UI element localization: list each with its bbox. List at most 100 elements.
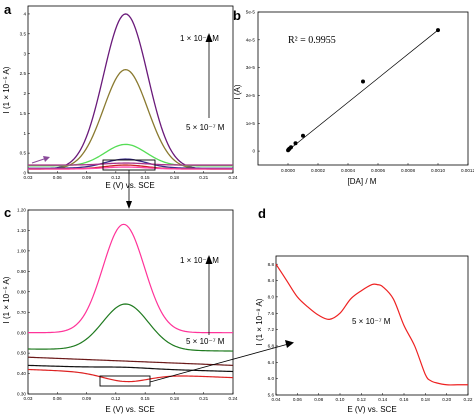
panel-a-annot-top: 1 × 10⁻⁵ M <box>180 34 219 43</box>
panel-b-ytick-label: 5e-5 <box>246 10 256 15</box>
panel-a-series-6 <box>28 162 233 166</box>
panel-d-xtick-label: 0.22 <box>464 397 473 402</box>
panel-a-xtick-label: 0.09 <box>82 175 91 180</box>
panel-c-ytick-label: 1.00 <box>17 248 26 253</box>
panel-c-series-3 <box>27 364 234 373</box>
panel-c-xtick-label: 0.06 <box>53 396 62 401</box>
panel-b-xtick-label: 0.0008 <box>401 168 415 173</box>
panel-d-ytick-label: 5.6 <box>268 393 275 398</box>
panel-b-xtick-label: 0.0002 <box>311 168 325 173</box>
panel-a-xtick-label: 0.24 <box>229 175 238 180</box>
panel-a-xtick-label: 0.15 <box>141 175 150 180</box>
panel-d-ytick-label: 6.0 <box>268 376 275 381</box>
panel-b-point-5 <box>301 133 305 138</box>
panel-b-xtick-label: 0.0004 <box>341 168 355 173</box>
panel-b-frame <box>257 11 469 166</box>
panel-d-xtick-label: 0.14 <box>378 397 387 402</box>
panel-c-ylabel: I (1 × 10⁻⁵ A) <box>2 276 11 323</box>
panel-b-xtick-label: 0.0000 <box>281 168 295 173</box>
panel-c-series-4 <box>27 368 234 383</box>
panel-c-xtick-label: 0.21 <box>199 396 208 401</box>
panel-b-r2: R² = 0.9955 <box>288 35 336 46</box>
panel-b-point-3 <box>289 145 293 150</box>
panel-c-xtick-label: 0.03 <box>24 396 33 401</box>
panel-b-ytick-label: 4e-5 <box>246 37 256 42</box>
panel-d-xtick-label: 0.08 <box>314 397 323 402</box>
panel-b-point-7 <box>436 28 440 33</box>
panel-a-xtick-label: 0.12 <box>111 175 120 180</box>
panel-d-series-0 <box>275 263 468 386</box>
panel-c-ytick-label: 0.80 <box>17 289 26 294</box>
panel-b-ylabel: I (A) <box>233 84 242 99</box>
panel-d-ytick-label: 6.8 <box>268 344 275 349</box>
panel-d-xtick-label: 0.04 <box>272 397 281 402</box>
panel-c-annot-top: 1 × 10⁻⁵ M <box>180 256 219 265</box>
panel-a-series-1 <box>28 68 233 170</box>
panel-b-point-4 <box>293 141 298 146</box>
panel-letter-c: c <box>4 205 11 220</box>
panel-a-ytick-label: 3 <box>23 51 26 56</box>
panel-c-ytick-label: 0.40 <box>17 371 26 376</box>
panel-b-ytick-label: 0 <box>252 149 255 154</box>
panel-d-xtick-label: 0.12 <box>357 397 366 402</box>
panel-letter-b: b <box>233 8 241 23</box>
panel-a-ylabel: I (1 × 10⁻⁵ A) <box>2 66 11 113</box>
panel-a-ytick-label: 1.5 <box>20 111 27 116</box>
panel-d-annot: 5 × 10⁻⁷ M <box>352 317 391 326</box>
panel-c-ytick-label: 0.60 <box>17 330 26 335</box>
panel-a-xlabel: E (V) vs. SCE <box>105 181 154 190</box>
panel-d-ylabel: I (1 × 10⁻⁸ A) <box>255 298 264 345</box>
panel-d-xtick-label: 0.16 <box>400 397 409 402</box>
panel-d-xlabel: E (V) vs. SCE <box>347 405 396 414</box>
panel-b-ytick-label: 3e-5 <box>246 65 256 70</box>
panel-d-ytick-label: 8.0 <box>268 294 275 299</box>
panel-a-xtick-label: 0.03 <box>24 175 33 180</box>
panel-c-xtick-label: 0.09 <box>82 396 91 401</box>
panel-c-series-0 <box>28 223 233 334</box>
panel-a-ytick-label: 2.5 <box>20 71 27 76</box>
panel-c-pointer <box>149 342 293 383</box>
panel-b-xlabel: [DA] / M <box>348 177 377 186</box>
panel-d-ytick-label: 8.8 <box>268 262 275 267</box>
panel-a-annot-bottom: 5 × 10⁻⁷ M <box>186 123 225 132</box>
panel-d-ytick-label: 7.6 <box>268 311 275 316</box>
panel-d-frame <box>275 255 469 396</box>
panel-c-ytick-label: 0.70 <box>17 310 26 315</box>
panel-a-baseline-arrowhead <box>43 156 50 162</box>
panel-b: 0.0000 0.0002 0.0004 0.0006 0.0008 0.0010 0.00… <box>233 10 474 186</box>
panel-a-down-arrowhead <box>126 201 132 209</box>
panel-a-ytick-label: 0 <box>23 171 26 176</box>
panel-c-series-1 <box>27 303 234 352</box>
panel-c-annot-bottom: 5 × 10⁻⁷ M <box>186 337 225 346</box>
panel-a-ytick-label: 3.5 <box>20 31 27 36</box>
panel-d: 0.04 0.06 0.08 0.10 0.12 0.14 0.16 0.18 0.20 0.22… <box>255 255 473 414</box>
panel-a-ytick-label: 4 <box>23 12 26 17</box>
panel-d-ytick-label: 8.4 <box>268 278 275 283</box>
panel-letter-a: a <box>4 2 12 17</box>
panel-b-fit-line <box>287 29 439 151</box>
panel-c-xtick-label: 0.15 <box>141 396 150 401</box>
panel-b-xtick-label: 0.0012 <box>461 168 474 173</box>
panel-a-xtick-label: 0.06 <box>53 175 62 180</box>
panel-b-ytick-label: 1e-5 <box>246 121 256 126</box>
panel-c-ytick-label: 0.50 <box>17 351 26 356</box>
panel-d-ytick-label: 7.2 <box>268 327 275 332</box>
panel-d-xtick-label: 0.06 <box>293 397 302 402</box>
panel-c-xtick-label: 0.12 <box>111 396 120 401</box>
panel-a-arrowhead <box>205 33 213 42</box>
panel-c-frame <box>27 209 234 395</box>
panel-b-xtick-label: 0.0006 <box>371 168 385 173</box>
panel-a-ytick-label: 1 <box>23 131 26 136</box>
panel-d-xtick-label: 0.18 <box>421 397 430 402</box>
panel-a: 0.03 0.06 0.09 0.12 0.15 0.18 0.21 0.24 0 0.5 1 1.5… <box>2 5 238 209</box>
panel-a-xtick-label: 0.21 <box>199 175 208 180</box>
panel-b-point-6 <box>361 79 365 84</box>
panel-c-ytick-label: 1.20 <box>17 208 26 213</box>
panel-a-ytick-label: 2 <box>23 91 26 96</box>
panel-d-xtick-label: 0.20 <box>442 397 451 402</box>
panel-c-xtick-label: 0.24 <box>229 396 238 401</box>
panel-d-ytick-label: 6.4 <box>268 360 275 365</box>
panel-c-xtick-label: 0.18 <box>170 396 179 401</box>
panel-a-series-3 <box>28 158 233 169</box>
